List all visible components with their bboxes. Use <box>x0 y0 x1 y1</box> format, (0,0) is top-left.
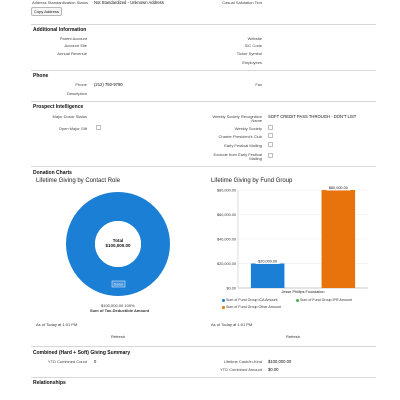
weekly-society-label: Weekly Society <box>234 126 262 131</box>
major-donor-status-label: Major Donor Status <box>52 114 87 119</box>
open-major-gift-checkbox[interactable] <box>96 125 101 130</box>
charter-presidents-club-checkbox[interactable] <box>268 133 273 138</box>
exclude-early-festival-label: Exclude from Early Festival <box>213 152 262 157</box>
casual-salutation-label: Casual Salutation Text <box>222 0 262 5</box>
legend-swatch-other <box>222 305 225 309</box>
donut-slice-label-donor: Donor <box>111 280 126 288</box>
lifetime-cash-value: $100,000.00 <box>268 359 292 364</box>
lifetime-cash-label: Lifetime Cash/In-Kind <box>223 359 262 364</box>
y-tick-label: $60,000.00 <box>217 213 236 217</box>
charter-presidents-club-label: Charter President's Club <box>218 134 262 139</box>
donut-chart: Total $100,000.00 Donor <box>66 192 170 296</box>
website-label: Website <box>247 36 262 41</box>
exclude-early-festival-checkbox[interactable] <box>268 153 273 158</box>
divider <box>31 377 376 378</box>
section-title-phone: Phone <box>33 73 49 79</box>
donut-center-value: $100,000.00 <box>105 243 131 248</box>
account-site-label: Account Site <box>64 43 87 48</box>
bar-legend-ipr: Sum of Fund Group IPR Amount <box>296 298 352 302</box>
section-title-additional-information: Additional Information <box>33 27 87 33</box>
phone-label: Phone <box>75 82 87 87</box>
donut-footer-percent: 100% <box>124 303 135 308</box>
divider <box>31 166 376 167</box>
legend-swatch-ica <box>222 298 225 302</box>
bar-ica <box>250 263 285 288</box>
bar-value-label: $20,000.00 <box>258 260 277 264</box>
bar-value-label: $80,000.00 <box>329 186 348 190</box>
refresh-left-button[interactable]: Refresh <box>111 334 126 339</box>
section-title-relationships: Relationships <box>33 380 66 386</box>
open-major-gift-label: Open Major Gift <box>58 126 87 131</box>
early-festival-mailing-checkbox[interactable] <box>268 142 273 147</box>
chart-title-contact-role: Lifetime Giving by Contact Role <box>36 178 121 184</box>
sic-code-label: SIC Code <box>244 43 262 48</box>
annual-revenue-label: Annual Revenue <box>57 51 87 56</box>
ytd-combined-count-value: 0 <box>94 359 97 364</box>
early-festival-mailing-label: Early Festival Mailing <box>224 143 262 148</box>
ytd-combined-count-label: YTD Combined Count <box>47 359 87 364</box>
section-title-prospect-intelligence: Prospect Intelligence <box>33 104 84 110</box>
description-label: Description <box>66 91 87 96</box>
y-tick-label: $0.00 <box>226 286 236 290</box>
divider <box>31 101 376 102</box>
legend-label-other: Sum of Fund Group Other Amount <box>226 305 281 309</box>
weekly-society-checkbox[interactable] <box>268 125 273 130</box>
exclude-early-festival-label-line2: Mailing <box>249 156 262 161</box>
bar-legend-other: Sum of Fund Group Other Amount <box>222 305 281 309</box>
divider <box>31 346 376 347</box>
donut-slice-label-text: Donor <box>114 282 125 286</box>
donut-footer-amount: $100,000.00 <box>101 303 124 308</box>
x-category-label: Jesse Phillips Foundation <box>281 290 324 294</box>
donut-footer-caption: Sum of Tax-Deductible Amount <box>90 308 150 313</box>
bar-chart: $0.00 $20,000.00 $40,000.00 $60,000.00 $80,0… <box>217 185 368 294</box>
employees-label: Employees <box>242 60 262 65</box>
legend-label-ica: Sum of Fund Group ICA Amount <box>226 298 278 302</box>
copy-address-button[interactable]: Copy Address <box>31 7 62 16</box>
bar-other <box>321 190 356 288</box>
as-of-left: As of Today at 1:01 PM <box>36 322 78 327</box>
weekly-society-recognition-label: Weekly Society Recognition <box>212 114 262 119</box>
address-standardization-label: Address Standardization Status <box>31 0 88 5</box>
phone-value[interactable]: (212) 750-9790 <box>94 82 123 87</box>
parent-account-label: Parent Account <box>59 36 87 41</box>
as-of-right: As of Today at 1:01 PM <box>211 322 253 327</box>
refresh-right-button[interactable]: Refresh <box>286 334 301 339</box>
section-title-donation-charts: Donation Charts <box>33 170 72 176</box>
ytd-combined-amount-value: $0.00 <box>268 367 279 372</box>
bar-legend-ica: Sum of Fund Group ICA Amount <box>222 298 278 302</box>
legend-label-ipr: Sum of Fund Group IPR Amount <box>300 298 352 302</box>
weekly-society-recognition-label-line2: Name <box>251 118 262 123</box>
y-tick-label: $40,000.00 <box>217 237 236 241</box>
divider <box>31 24 376 25</box>
legend-swatch-ipr <box>296 298 299 302</box>
divider <box>31 70 376 71</box>
donut-center-label: Total <box>113 238 123 243</box>
ticker-symbol-label: Ticker Symbol <box>236 51 262 56</box>
weekly-society-recognition-value: SOFT CREDIT PASS THROUGH - DON'T LIST <box>268 114 357 119</box>
donut-footer-value: $100,000.00 100% <box>101 303 135 308</box>
section-title-giving-summary: Combined (Hard + Soft) Giving Summary <box>33 350 131 356</box>
y-tick-label: $80,000.00 <box>217 188 236 192</box>
address-standardization-value: Not Standardized - Unknown Address <box>94 0 164 5</box>
chart-title-fund-group: Lifetime Giving by Fund Group <box>211 178 293 184</box>
y-tick-label: $20,000.00 <box>217 262 236 266</box>
bar-label-bg <box>326 185 351 191</box>
bar-label-bg <box>255 259 280 264</box>
ytd-combined-amount-label: YTD Combined Amount <box>219 367 262 372</box>
fax-label: Fax <box>255 82 262 87</box>
